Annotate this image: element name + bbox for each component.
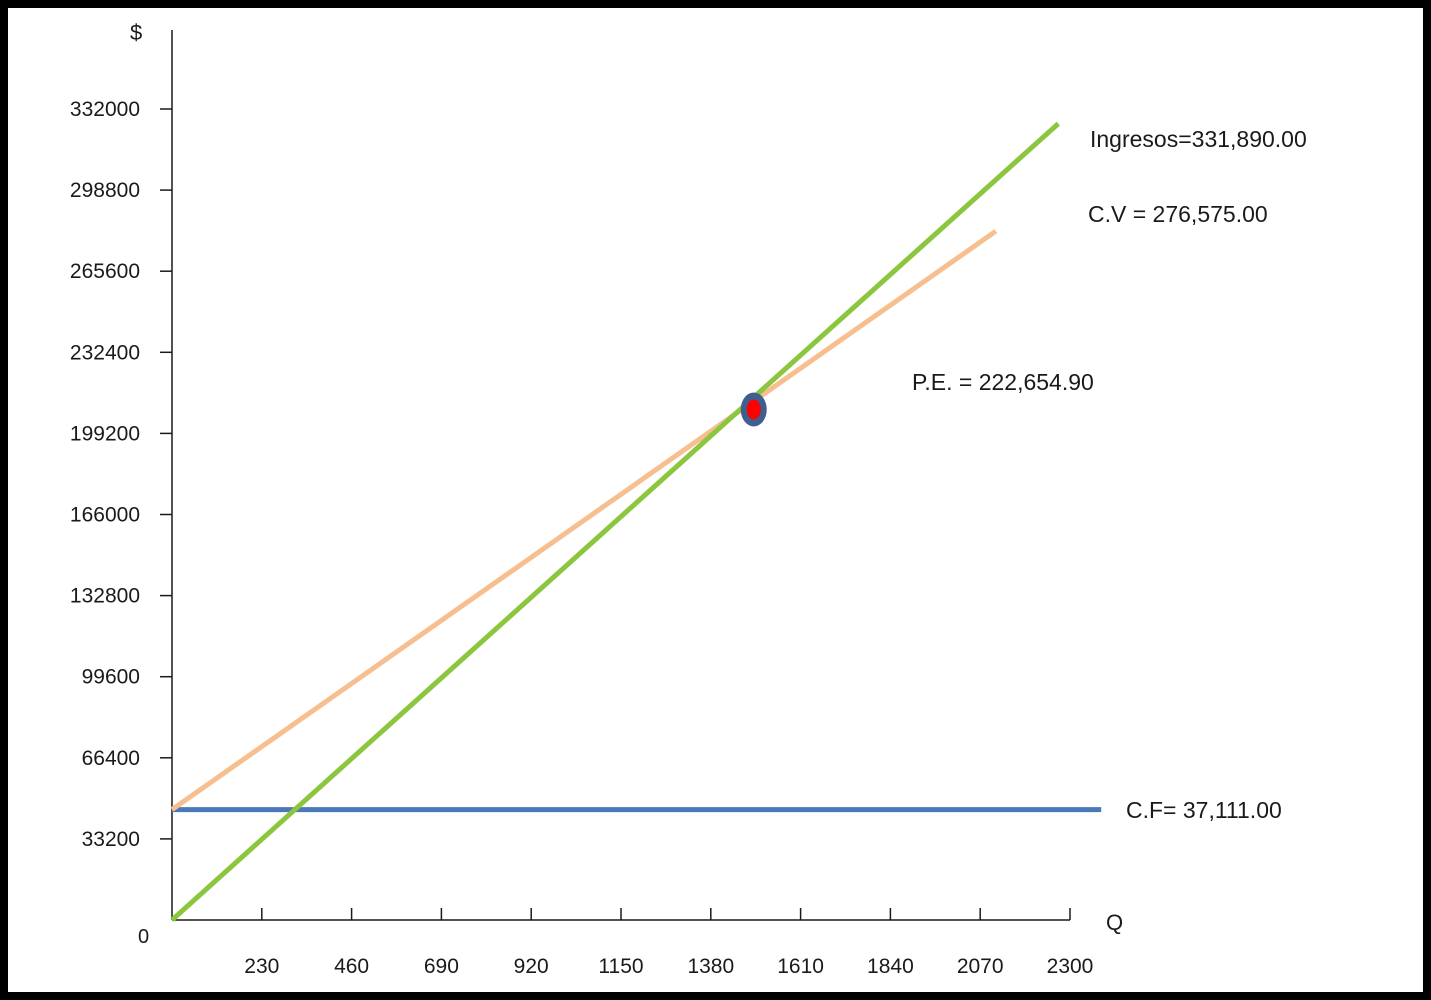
chart-frame (8, 8, 1423, 992)
origin-label: 0 (138, 926, 149, 948)
y-tick-label: 232400 (70, 341, 140, 364)
series (170, 121, 1102, 922)
costo-variable-annotation: C.V = 276,575.00 (1088, 201, 1268, 227)
break-even-point-inner (746, 399, 761, 420)
x-axis-symbol: Q (1106, 910, 1123, 935)
y-tick-label: 199200 (70, 422, 140, 445)
x-tick-label: 2300 (1047, 955, 1094, 978)
x-tick-label: 690 (424, 955, 459, 978)
x-tick-label: 1380 (687, 955, 734, 978)
y-tick-label: 99600 (82, 666, 140, 689)
y-tick-label: 33200 (82, 828, 140, 851)
y-ticks: 33200 66400 99600 132800 166000 199200 232400 2… (70, 98, 172, 851)
break-even-marker (740, 392, 767, 427)
y-tick-label: 332000 (70, 98, 140, 121)
y-axis-symbol: $ (130, 20, 142, 45)
x-tick-label: 1150 (598, 955, 643, 978)
x-tick-label: 1840 (867, 955, 914, 978)
x-tick-label: 2070 (957, 955, 1004, 978)
punto-equilibrio-annotation: P.E. = 222,654.90 (912, 369, 1094, 395)
y-tick-label: 265600 (70, 260, 140, 283)
x-tick-label: 230 (244, 955, 279, 978)
y-tick-label: 132800 (70, 585, 140, 608)
y-tick-label: 166000 (70, 504, 140, 527)
ingresos-annotation: Ingresos=331,890.00 (1090, 126, 1307, 152)
y-tick-label: 66400 (82, 747, 140, 770)
x-ticks: 230 460 690 920 1150 1380 1610 1840 2070 2300 (244, 908, 1093, 978)
x-tick-label: 1610 (777, 955, 824, 978)
x-tick-label: 920 (514, 955, 549, 978)
ingresos-line (170, 121, 1060, 922)
costo-fijo-annotation: C.F= 37,111.00 (1126, 797, 1282, 823)
y-tick-label: 298800 (70, 179, 140, 202)
costo-variable-line (170, 229, 998, 812)
x-tick-label: 460 (334, 955, 369, 978)
annotations: Ingresos=331,890.00 C.V = 276,575.00 P.E… (912, 126, 1307, 823)
